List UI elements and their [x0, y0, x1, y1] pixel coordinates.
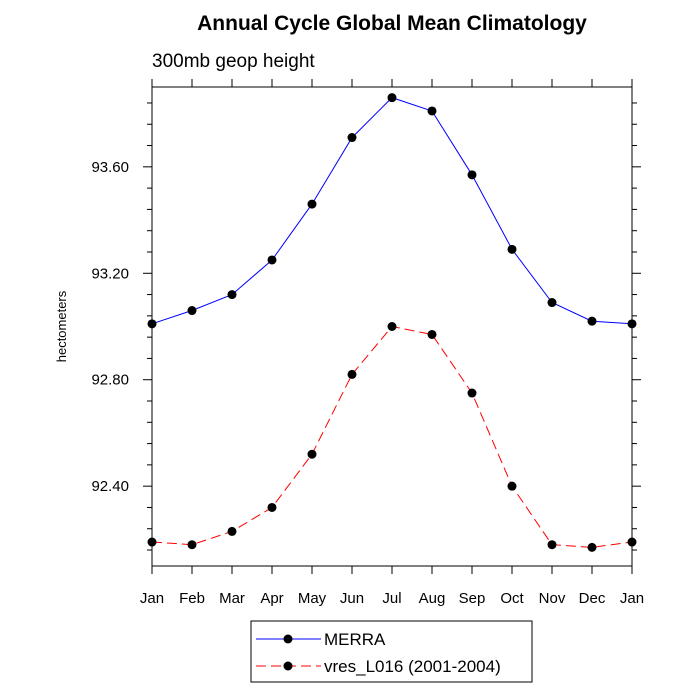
- y-axis-label: hectometers: [54, 290, 69, 362]
- x-tick-label: Jan: [140, 590, 164, 607]
- data-point: [187, 540, 197, 550]
- data-point: [227, 290, 237, 300]
- data-point: [467, 388, 477, 398]
- data-point: [547, 298, 557, 308]
- data-point: [347, 133, 357, 143]
- legend: MERRA vres_L016 (2001-2004): [250, 620, 533, 683]
- data-point: [307, 449, 317, 459]
- data-point: [627, 319, 637, 329]
- x-tick-label: Mar: [219, 590, 245, 607]
- x-tick-label: Jun: [340, 590, 364, 607]
- x-tick-label: Nov: [539, 590, 566, 607]
- data-point: [267, 502, 277, 512]
- x-tick-label: Jan: [620, 590, 644, 607]
- data-point: [507, 244, 517, 254]
- data-point: [267, 255, 277, 265]
- data-point: [507, 481, 517, 491]
- data-point: [467, 170, 477, 180]
- data-point: [147, 319, 157, 329]
- data-point: [347, 369, 357, 379]
- x-tick-label: Dec: [579, 590, 606, 607]
- series-layer: [147, 93, 637, 552]
- chart-title: Annual Cycle Global Mean Climatology: [197, 12, 587, 35]
- x-tick-label: Sep: [459, 590, 486, 607]
- legend-box: [250, 620, 533, 683]
- data-point: [547, 540, 557, 550]
- y-tick-label: 93.60: [91, 159, 129, 176]
- series-line-1: [151, 325, 633, 548]
- data-point: [427, 106, 437, 116]
- data-point: [387, 322, 397, 331]
- series-line-0: [151, 97, 633, 325]
- x-tick-label: Oct: [500, 590, 524, 607]
- data-point: [387, 93, 397, 103]
- data-point: [427, 329, 437, 339]
- data-point: [227, 526, 237, 536]
- data-point: [307, 199, 317, 209]
- x-tick-label: May: [298, 590, 327, 607]
- x-tick-label: Apr: [260, 590, 283, 607]
- y-tick-label: 92.40: [91, 478, 129, 495]
- data-point: [587, 542, 597, 552]
- y-tick-label: 92.80: [91, 372, 129, 389]
- data-point: [627, 537, 637, 547]
- legend-label-0: MERRA: [324, 630, 386, 649]
- data-point: [587, 316, 597, 326]
- x-tick-label: Feb: [179, 590, 205, 607]
- legend-marker-0: [283, 634, 293, 644]
- data-point: [147, 537, 157, 547]
- legend-label-1: vres_L016 (2001-2004): [324, 657, 501, 676]
- axis-ticks: Jan Feb Mar Apr May Jun Jul Aug Sep Oct Nov Dec Jan 9…: [91, 79, 644, 607]
- x-tick-label: Jul: [382, 590, 401, 607]
- y-tick-label: 93.20: [91, 265, 129, 282]
- legend-marker-1: [283, 661, 293, 671]
- x-tick-label: Aug: [419, 590, 446, 607]
- chart-subtitle: 300mb geop height: [152, 51, 315, 72]
- data-point: [187, 306, 197, 316]
